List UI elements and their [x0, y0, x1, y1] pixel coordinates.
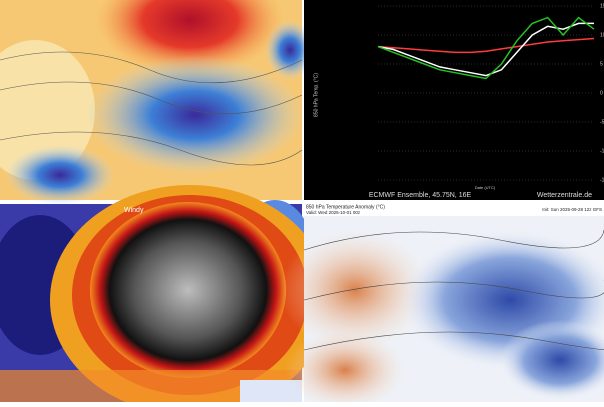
y-tick-label: -5	[600, 119, 604, 125]
chart-caption: ECMWF Ensemble, 45.75N, 16E	[369, 192, 472, 199]
valid-time: Valid: Wed 2025-10-01 00z	[306, 210, 361, 215]
anomaly-map	[0, 0, 315, 205]
y-axis-label: 850 hPa Temp. (°C)	[313, 73, 319, 117]
source: Wetterzentrale.de	[537, 192, 592, 199]
windy-map	[0, 185, 330, 407]
y-tick-label: 5	[600, 61, 603, 67]
y-tick-label: 10	[600, 32, 604, 38]
y-tick-label: 15	[600, 3, 604, 9]
series-line	[377, 37, 595, 54]
series-line	[377, 16, 595, 80]
plot: -15 -10 -5 0 5 10 15	[377, 3, 604, 183]
ensemble-panel	[304, 0, 604, 200]
map-title: 850 hPa Temperature Anomaly (°C)	[306, 204, 385, 210]
init-time: Init: Sun 2025-09-28 12z GFS	[542, 207, 602, 212]
y-tick-label: -10	[600, 148, 604, 154]
y-tick-label: 0	[600, 90, 603, 96]
y-tick-label: -15	[600, 177, 604, 183]
gfs-map	[280, 204, 604, 407]
x-axis-label: Date (UTC)	[475, 185, 496, 190]
windy-logo: Windy	[124, 207, 144, 214]
